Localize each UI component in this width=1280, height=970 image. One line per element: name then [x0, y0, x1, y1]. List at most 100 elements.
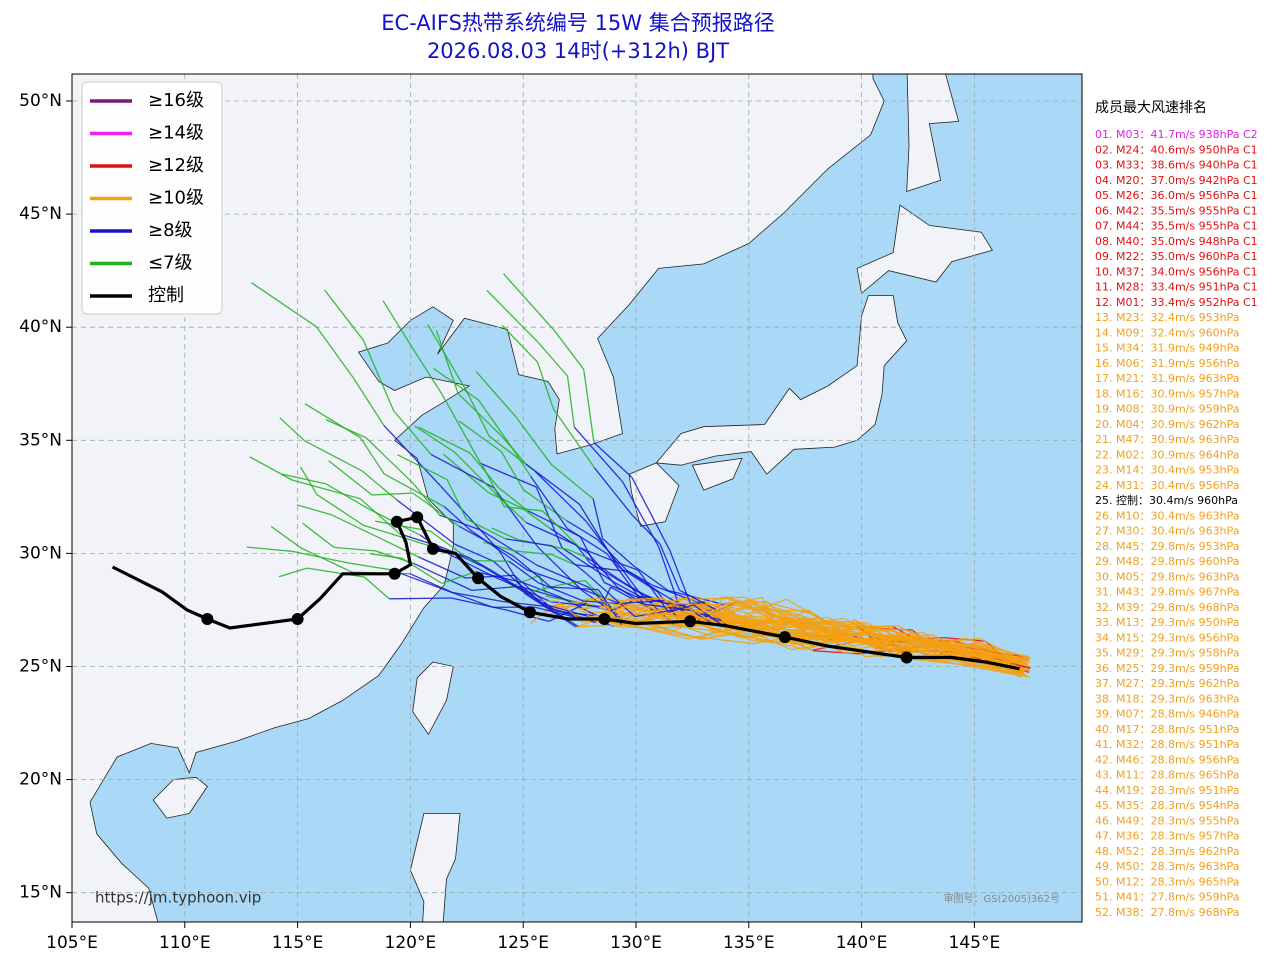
ensemble-track [441, 393, 482, 464]
ensemble-track [738, 632, 806, 651]
control-point [390, 515, 403, 528]
ensemble-track [300, 547, 353, 573]
x-axis-label: 130°E [610, 933, 662, 953]
ensemble-track [833, 626, 872, 629]
x-axis-label: 105°E [46, 933, 98, 953]
ensemble-track [395, 498, 456, 545]
ensemble-track [627, 598, 662, 600]
ensemble-track [887, 644, 922, 652]
ensemble-track [480, 462, 537, 488]
y-axis-label: 35°N [19, 430, 62, 450]
ensemble-track [618, 608, 642, 623]
ensemble-track [510, 446, 532, 477]
ensemble-track [503, 273, 556, 332]
title: EC-AIFS热带系统编号 15W 集合预报路径 [381, 11, 774, 35]
y-axis-label: 40°N [19, 317, 62, 337]
ranking-entry: 35. M29：29.3m/s 958hPa [1095, 647, 1239, 660]
ensemble-track [694, 609, 752, 619]
ensemble-track [746, 615, 776, 623]
ensemble-track [795, 626, 834, 631]
ensemble-track [836, 623, 884, 637]
ensemble-track [959, 661, 1031, 678]
landmass [691, 457, 743, 491]
ensemble-track [679, 589, 716, 611]
ranking-entry: 44. M19：28.3m/s 951hPa [1095, 784, 1239, 797]
ranking-entry: 06. M42：35.5m/s 955hPa C1 [1095, 204, 1258, 217]
ensemble-track [856, 638, 892, 643]
ensemble-track [291, 479, 361, 500]
ensemble-track [458, 420, 502, 453]
ensemble-track [600, 586, 612, 607]
ensemble-track [418, 426, 471, 454]
ensemble-track [527, 569, 580, 589]
ensemble-track [566, 527, 608, 555]
ensemble-track [593, 442, 633, 478]
ensemble-track [359, 437, 385, 475]
ensemble-track [370, 553, 402, 559]
ranking-entry: 01. M03：41.7m/s 938hPa C2 [1095, 128, 1258, 141]
legend-label: 控制 [148, 285, 184, 306]
ensemble-track [909, 633, 949, 655]
ensemble-track [481, 464, 506, 508]
ranking-entry: 16. M06：31.9m/s 956hPa [1095, 357, 1239, 370]
ensemble-track [643, 603, 694, 612]
ranking-entry: 11. M28：33.4m/s 951hPa C1 [1095, 281, 1258, 294]
ensemble-track [498, 487, 529, 512]
ranking-entry: 13. M23：32.4m/s 953hPa [1095, 311, 1239, 324]
ranking-entry: 07. M44：35.5m/s 955hPa C1 [1095, 220, 1258, 233]
ensemble-track [315, 326, 355, 379]
ensemble-track [491, 570, 558, 612]
ensemble-track [382, 300, 415, 351]
land [72, 74, 994, 922]
ensemble-track [536, 361, 554, 409]
ensemble-track [614, 561, 639, 571]
ranking-entry: 15. M34：31.9m/s 949hPa [1095, 342, 1239, 355]
ensemble-track [414, 425, 456, 453]
ensemble-track [724, 596, 757, 611]
ensemble-track [251, 282, 317, 328]
ensemble-track [623, 582, 656, 602]
ranking-entry: 32. M39：29.8m/s 968hPa [1095, 601, 1239, 614]
landmass [628, 462, 680, 527]
ensemble-track [383, 425, 441, 487]
ensemble-track [566, 519, 598, 540]
y-axis-label: 15°N [19, 883, 62, 903]
ensemble-track [593, 467, 633, 516]
ranking-list: 01. M03：41.7m/s 938hPa C2 02. M24：40.6m/s… [1095, 128, 1258, 919]
ensemble-track [559, 579, 586, 586]
ensemble-track [359, 498, 401, 535]
legend-label: ≥12级 [148, 155, 204, 176]
ensemble-track [501, 324, 539, 363]
ensemble-track [505, 538, 553, 547]
ranking-entry: 12. M01：33.4m/s 952hPa C1 [1095, 296, 1258, 309]
ranking-entry: 22. M02：30.9m/s 964hPa [1095, 448, 1239, 461]
ensemble-track [534, 606, 578, 619]
x-axis-label: 110°E [159, 933, 211, 953]
ranking-entry: 33. M13：29.3m/s 950hPa [1095, 616, 1239, 629]
ensemble-track [661, 598, 676, 605]
ranking-entry: 26. M10：30.4m/s 963hPa [1095, 509, 1239, 522]
ranking-entry: 48. M52：28.3m/s 962hPa [1095, 845, 1239, 858]
ensemble-track [446, 479, 467, 520]
ranking-entry: 31. M43：29.8m/s 967hPa [1095, 586, 1239, 599]
ensemble-track [530, 475, 568, 529]
legend-label: ≥14级 [148, 123, 204, 144]
ranking-entry: 17. M21：31.9m/s 963hPa [1095, 372, 1239, 385]
ranking-entry: 52. M38：27.8m/s 968hPa [1095, 906, 1239, 919]
ranking-heading: 成员最大风速排名 [1095, 100, 1207, 116]
ensemble-track [715, 608, 762, 630]
ensemble-track [537, 341, 568, 377]
ensemble-track [632, 601, 679, 622]
ensemble-track [890, 641, 912, 650]
ensemble-track [561, 547, 615, 583]
ensemble-track [781, 623, 815, 629]
ensemble-track [291, 550, 350, 564]
x-axis-label: 135°E [723, 933, 775, 953]
ensemble-track [508, 560, 539, 584]
ensemble-track [689, 608, 715, 634]
ensemble-track [412, 492, 460, 527]
ensemble-track [749, 600, 787, 621]
ensemble-track [371, 492, 413, 496]
ensemble-track [325, 419, 367, 439]
